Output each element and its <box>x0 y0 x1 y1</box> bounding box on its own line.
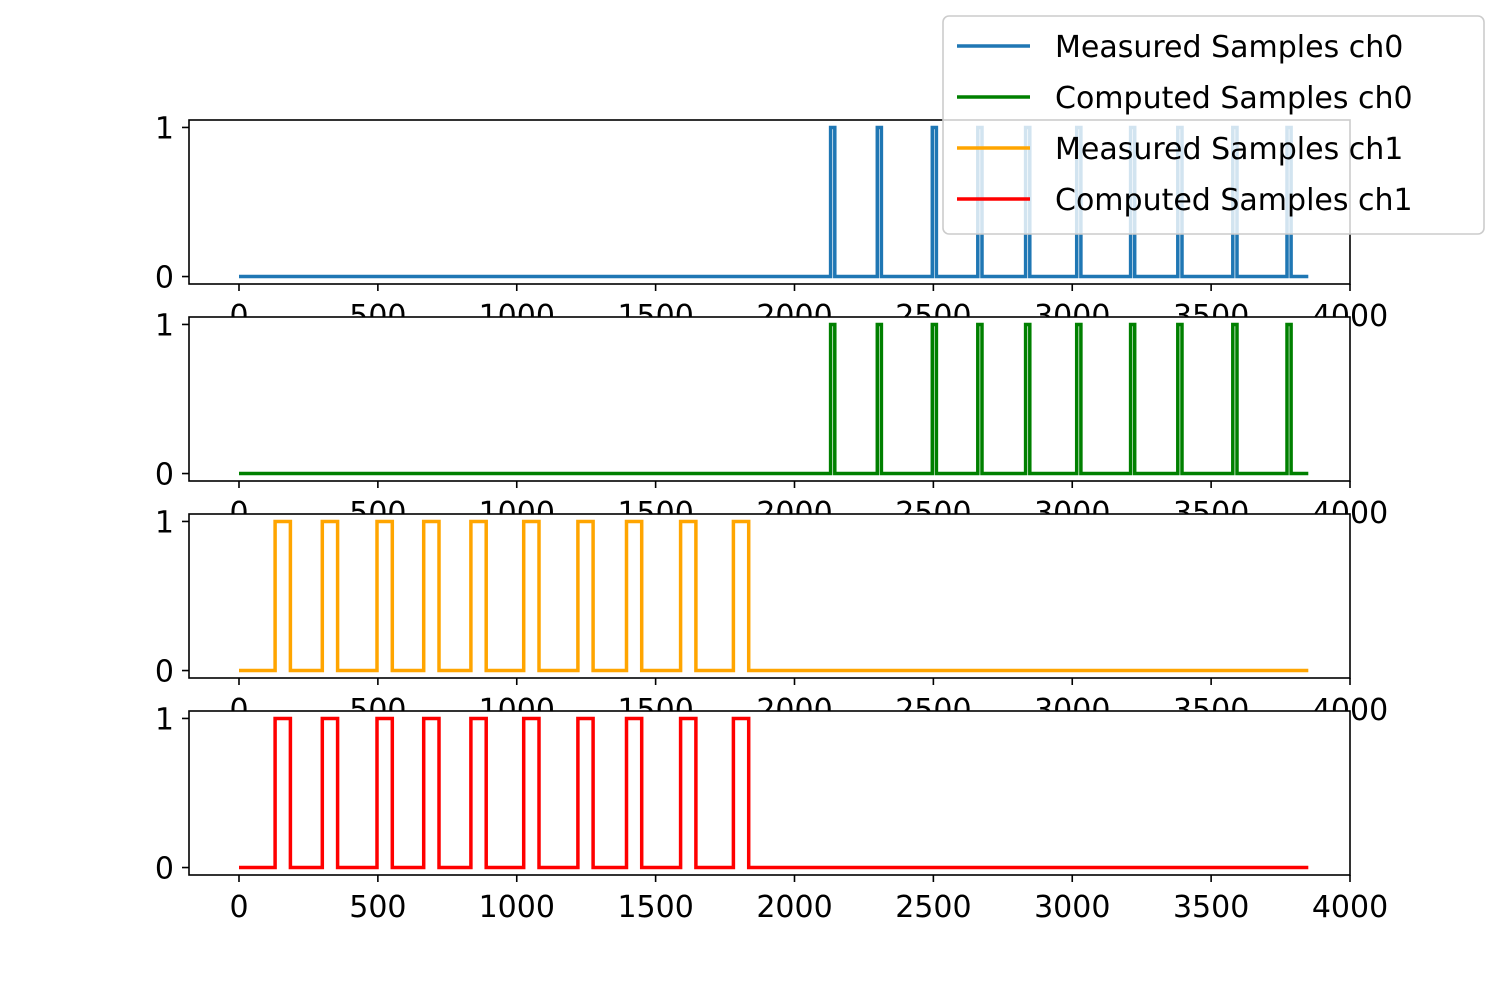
axes-frame <box>188 513 1351 679</box>
legend-box <box>942 15 1485 235</box>
plot-area <box>189 711 1350 875</box>
x-tick-label: 1000 <box>479 890 555 925</box>
y-tick-label: 1 <box>155 702 174 737</box>
x-tick-label: 3000 <box>1034 890 1110 925</box>
legend-label: Measured Samples ch1 <box>1055 132 1403 167</box>
series-line <box>239 519 1309 673</box>
y-tick-label: 0 <box>155 852 174 887</box>
x-tick-label: 1500 <box>617 890 693 925</box>
series-line <box>239 716 1309 870</box>
subplot-4: 0 500 1000 1500 2000 2500 3000 3500 4000 0 1 <box>155 702 1388 925</box>
axes-frame <box>188 316 1351 482</box>
plot-area <box>189 317 1350 481</box>
series-line <box>239 322 1309 476</box>
plot-area <box>189 514 1350 678</box>
legend-label: Computed Samples ch0 <box>1055 81 1413 116</box>
x-tick-label: 500 <box>349 890 406 925</box>
y-tick-label: 1 <box>155 505 174 540</box>
legend-label: Measured Samples ch0 <box>1055 30 1403 65</box>
legend: Measured Samples ch0 Computed Samples ch0… <box>942 15 1485 235</box>
legend-label: Computed Samples ch1 <box>1055 183 1413 218</box>
x-tick-label: 3500 <box>1173 890 1249 925</box>
y-tick-label: 0 <box>155 261 174 296</box>
x-tick-label: 2000 <box>756 890 832 925</box>
y-tick-label: 0 <box>155 458 174 493</box>
y-tick-label: 0 <box>155 655 174 690</box>
y-tick-label: 1 <box>155 308 174 343</box>
axes-frame <box>188 710 1351 876</box>
x-tick-label: 2500 <box>895 890 971 925</box>
x-tick-label: 4000 <box>1312 890 1388 925</box>
y-tick-label: 1 <box>155 111 174 146</box>
x-tick-label: 0 <box>229 890 248 925</box>
